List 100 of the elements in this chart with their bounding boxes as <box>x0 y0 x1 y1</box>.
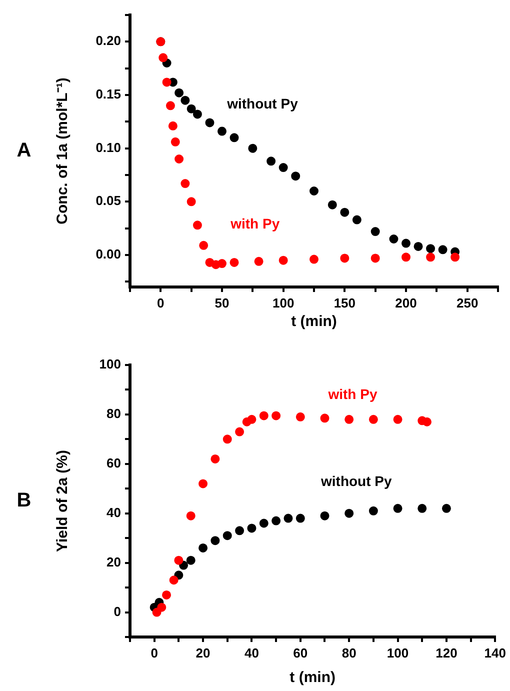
point <box>230 258 239 267</box>
point <box>402 252 410 262</box>
point <box>426 244 436 254</box>
x-tick-label: 60 <box>293 645 308 660</box>
point <box>210 454 220 464</box>
point <box>438 245 448 254</box>
y-tick-label: 80 <box>106 406 121 422</box>
point <box>166 101 175 110</box>
point <box>158 53 168 62</box>
series-label: without Py <box>320 472 392 489</box>
point <box>344 414 354 424</box>
y-tick-label: 100 <box>99 356 121 372</box>
point <box>418 504 427 513</box>
point <box>198 479 208 488</box>
point <box>370 227 380 236</box>
y-tick-label: 40 <box>106 504 121 520</box>
x-axis-title: t (min) <box>290 669 336 686</box>
series-label: with Py <box>230 215 280 232</box>
point <box>344 508 354 518</box>
y-tick-label: 0.05 <box>96 193 121 208</box>
point <box>450 252 460 262</box>
y-tick-label: 0.10 <box>96 140 121 155</box>
point <box>296 412 305 422</box>
point <box>266 156 276 166</box>
point <box>247 524 256 533</box>
y-axis-title: Yield of 2a (%) <box>54 450 72 552</box>
point <box>162 78 172 87</box>
point <box>186 104 196 114</box>
point <box>169 576 178 585</box>
point <box>402 238 410 248</box>
point <box>198 543 208 552</box>
point <box>180 96 190 105</box>
point <box>442 504 451 513</box>
point <box>254 256 264 266</box>
point <box>310 254 318 264</box>
series-label: with Py <box>327 386 378 402</box>
y-tick-label: 0.15 <box>96 86 121 102</box>
series-label: without Py <box>226 96 298 112</box>
point <box>370 254 380 263</box>
point <box>340 254 350 263</box>
point <box>162 590 172 600</box>
x-tick-label: 120 <box>436 645 458 660</box>
y-axis-title: Conc. of 1a (mol*L⁻¹) <box>54 78 72 224</box>
x-tick-label: 100 <box>272 295 294 310</box>
x-tick-label: 50 <box>214 295 230 310</box>
point <box>157 602 166 612</box>
point <box>310 186 318 196</box>
point <box>192 220 202 230</box>
point <box>352 215 362 224</box>
point <box>186 511 196 520</box>
y-tick-label: 0 <box>114 604 121 619</box>
x-tick-label: 0 <box>157 295 164 310</box>
point <box>248 144 258 153</box>
point <box>247 414 256 424</box>
point <box>218 126 226 136</box>
point <box>414 242 423 251</box>
point <box>291 172 300 181</box>
point <box>235 526 244 536</box>
y-tick-label: 60 <box>106 455 121 470</box>
point <box>235 427 244 436</box>
x-tick-label: 0 <box>150 645 158 660</box>
point <box>259 411 268 420</box>
point <box>328 200 337 210</box>
point <box>168 121 178 130</box>
point <box>272 516 281 526</box>
text: A <box>16 140 32 162</box>
point <box>174 154 184 164</box>
point <box>284 514 293 523</box>
point <box>174 556 184 565</box>
x-tick-label: 100 <box>386 645 409 660</box>
point <box>272 411 281 420</box>
point <box>393 414 402 424</box>
point <box>186 556 196 565</box>
point <box>199 240 208 250</box>
x-tick-label: 40 <box>244 645 259 660</box>
text: B <box>16 490 32 512</box>
point <box>389 234 398 244</box>
y-tick-label: 0.20 <box>96 33 121 48</box>
x-tick-label: 140 <box>484 645 506 660</box>
x-axis-title: t (min) <box>291 313 337 330</box>
point <box>368 414 378 424</box>
point <box>296 514 305 523</box>
x-tick-label: 200 <box>395 295 417 310</box>
point <box>186 197 196 206</box>
x-tick-label: 250 <box>456 295 478 310</box>
y-tick-label: 0.00 <box>96 246 121 262</box>
x-tick-label: 150 <box>334 295 356 310</box>
point <box>192 110 202 119</box>
point <box>210 536 220 546</box>
point <box>278 256 288 265</box>
point <box>368 506 378 516</box>
point <box>340 208 350 217</box>
point <box>426 252 436 262</box>
point <box>222 531 232 540</box>
point <box>218 259 226 268</box>
point <box>259 518 268 528</box>
point <box>222 434 232 444</box>
point <box>320 414 330 423</box>
point <box>278 163 288 172</box>
y-tick-label: 20 <box>106 554 121 570</box>
